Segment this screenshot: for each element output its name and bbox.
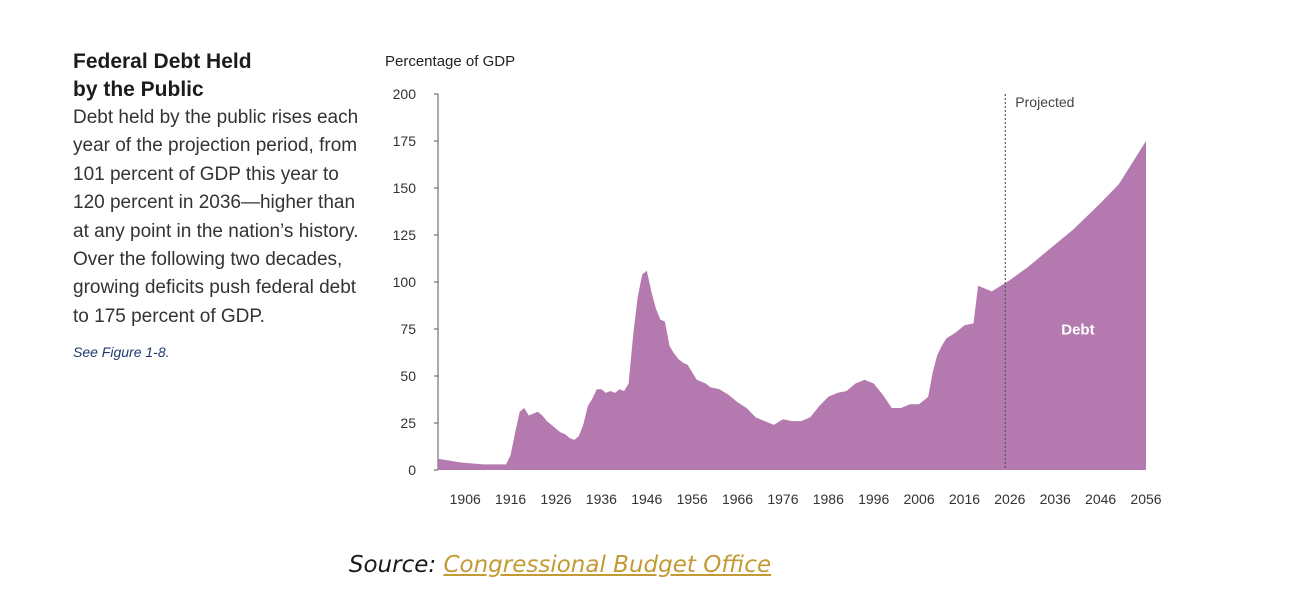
x-tick-label: 1996	[858, 491, 889, 507]
chart-description: Debt held by the public rises each year …	[73, 107, 359, 327]
x-tick-label: 2046	[1085, 491, 1116, 507]
debt-series-label: Debt	[1061, 322, 1094, 339]
chart-description-panel: Federal Debt Held by the Public Debt hel…	[73, 48, 373, 360]
y-tick-label: 25	[400, 415, 416, 431]
x-tick-label: 2026	[994, 491, 1025, 507]
y-tick-label: 150	[393, 180, 417, 196]
x-tick-label: 1946	[631, 491, 662, 507]
source-line: Source: Congressional Budget Office	[0, 552, 1300, 578]
x-tick-label: 1926	[540, 491, 571, 507]
x-tick-label: 1966	[722, 491, 753, 507]
x-tick-label: 1936	[586, 491, 617, 507]
x-tick-label: 2036	[1040, 491, 1071, 507]
y-tick-label: 50	[400, 368, 416, 384]
x-tick-label: 1916	[495, 491, 526, 507]
y-tick-label: 200	[393, 86, 417, 102]
figure-reference: See Figure 1-8.	[73, 344, 170, 361]
debt-area	[438, 141, 1146, 470]
y-axis: 0 25 50 75 100 125 150 175 200	[393, 86, 438, 478]
x-tick-label: 2016	[949, 491, 980, 507]
y-tick-label: 100	[393, 274, 417, 290]
y-tick-label: 175	[393, 133, 417, 149]
y-tick-label: 125	[393, 227, 417, 243]
y-axis-label: Percentage of GDP	[385, 53, 515, 70]
chart-title: Federal Debt Held by the Public	[73, 50, 252, 101]
x-tick-label: 1986	[813, 491, 844, 507]
x-tick-label: 2006	[903, 491, 934, 507]
debt-area-chart: Percentage of GDP 0 25 50 75 100 125 150 175 200…	[385, 53, 1162, 507]
x-axis: 1906 1916 1926 1936 1946 1956 1966 1976 1986 1996…	[450, 491, 1162, 507]
x-tick-label: 1976	[767, 491, 798, 507]
x-tick-label: 1906	[450, 491, 481, 507]
y-tick-label: 75	[400, 321, 416, 337]
x-tick-label: 2056	[1130, 491, 1161, 507]
projected-label: Projected	[1015, 94, 1074, 110]
source-link[interactable]: Congressional Budget Office	[443, 552, 772, 578]
source-prefix: Source:	[348, 552, 437, 578]
y-tick-label: 0	[408, 462, 416, 478]
x-tick-label: 1956	[677, 491, 708, 507]
